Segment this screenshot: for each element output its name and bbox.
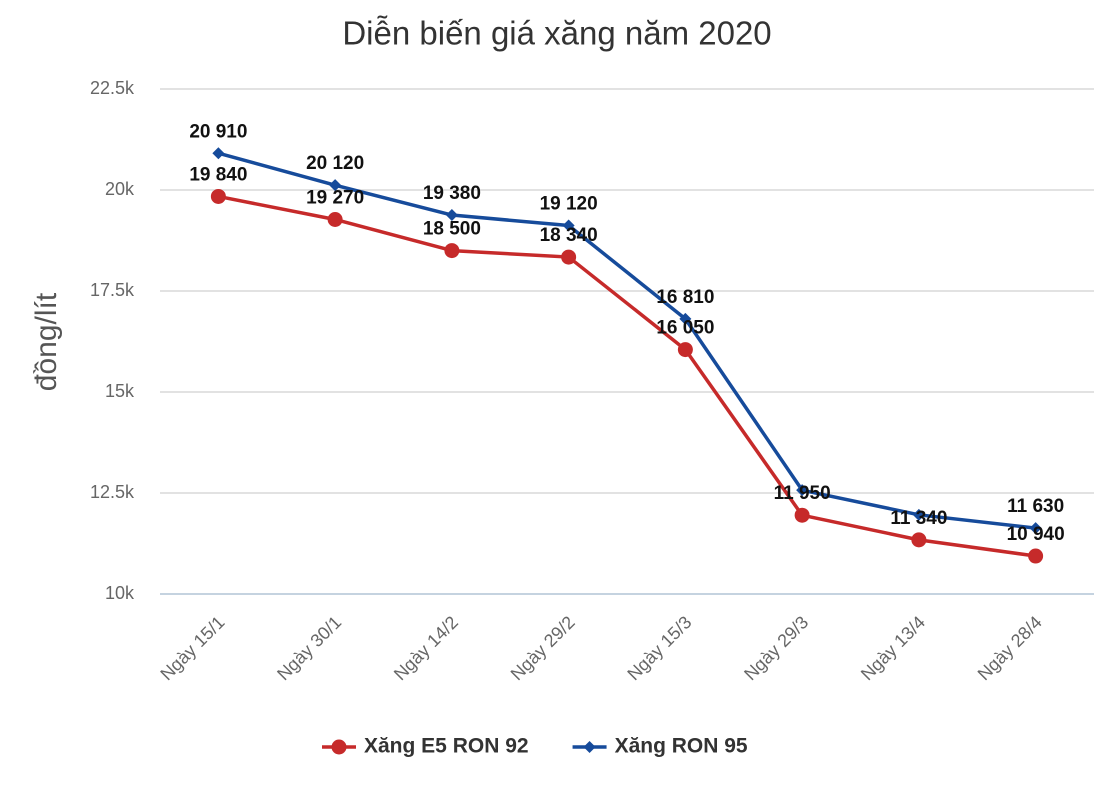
data-label: 11 340 — [890, 508, 947, 529]
data-label: 11 950 — [774, 483, 831, 504]
x-tick-label: Ngày 14/2 — [390, 612, 462, 684]
data-label: 20 120 — [306, 153, 364, 174]
y-tick-label: 15k — [105, 381, 135, 401]
data-label: 19 270 — [306, 188, 364, 209]
data-label: 18 500 — [423, 219, 481, 240]
chart-title: Diễn biến giá xăng năm 2020 — [342, 15, 771, 52]
data-label: 11 630 — [1007, 496, 1064, 517]
data-point — [444, 243, 460, 259]
data-point — [445, 209, 458, 222]
data-point — [911, 532, 927, 548]
data-point — [1029, 522, 1042, 535]
x-tick-label: Ngày 28/4 — [974, 612, 1046, 684]
series-line — [218, 194, 1036, 558]
legend-marker — [583, 741, 596, 753]
legend-label: Xăng E5 RON 92 — [364, 735, 529, 758]
data-point — [212, 147, 225, 160]
x-tick-label: Ngày 13/4 — [857, 612, 929, 684]
data-point — [329, 179, 342, 192]
data-label: 19 380 — [423, 183, 481, 204]
data-point — [327, 211, 343, 227]
y-tick-label: 22.5k — [90, 78, 135, 98]
data-point — [561, 249, 577, 265]
x-tick-label: Ngày 15/3 — [623, 612, 695, 684]
x-tick-label: Ngày 15/1 — [156, 612, 228, 684]
data-label: 19 840 — [189, 164, 247, 185]
data-label: 19 120 — [540, 194, 598, 215]
data-point — [794, 507, 810, 523]
y-tick-label: 10k — [105, 583, 135, 603]
x-tick-label: Ngày 30/1 — [273, 612, 345, 684]
data-point — [796, 484, 809, 497]
series-line — [217, 151, 1036, 530]
data-point — [677, 342, 693, 358]
data-label: 20 910 — [189, 121, 247, 142]
legend-label: Xăng RON 95 — [615, 735, 748, 758]
y-tick-label: 17.5k — [90, 280, 135, 300]
data-label: 16 810 — [656, 287, 714, 308]
data-point — [210, 188, 226, 204]
data-point — [1028, 548, 1044, 564]
data-label: 16 050 — [656, 318, 714, 339]
data-point — [679, 312, 692, 325]
data-point — [562, 219, 575, 232]
data-point — [912, 508, 925, 521]
x-tick-label: Ngày 29/3 — [740, 612, 812, 684]
data-label: 10 940 — [1007, 524, 1065, 545]
data-label: 18 340 — [540, 225, 598, 246]
y-axis-label: đồng/lít — [30, 292, 63, 391]
x-tick-label: Ngày 29/2 — [507, 612, 579, 684]
legend-marker — [331, 739, 347, 755]
y-tick-label: 12.5k — [90, 482, 135, 502]
y-tick-label: 20k — [105, 179, 135, 199]
